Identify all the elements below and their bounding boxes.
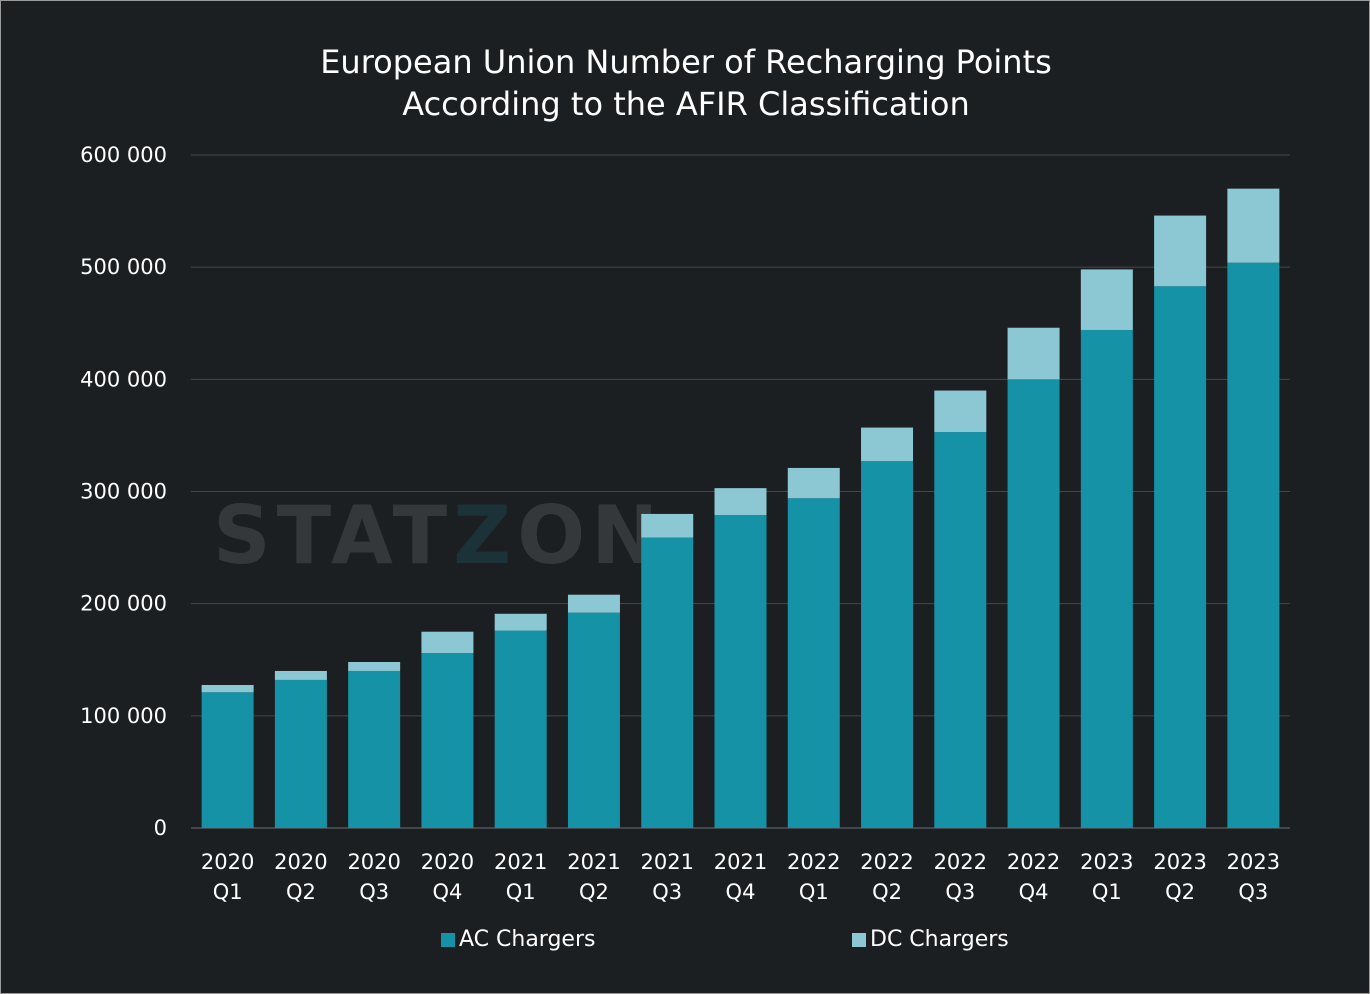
bar-ac bbox=[1007, 379, 1060, 828]
bar-dc bbox=[201, 684, 254, 693]
bar-dc bbox=[421, 631, 474, 654]
bar-dc bbox=[641, 513, 694, 538]
x-tick-label: Q3 bbox=[945, 880, 975, 904]
x-tick-label: 2023 bbox=[1080, 850, 1133, 874]
chart-title-line-1: European Union Number of Recharging Poin… bbox=[320, 43, 1052, 81]
y-tick-label: 400 000 bbox=[80, 367, 167, 391]
x-tick-label: 2023 bbox=[1227, 850, 1280, 874]
x-tick-label: 2020 bbox=[274, 850, 327, 874]
x-tick-label: Q1 bbox=[213, 880, 243, 904]
chart-title: European Union Number of Recharging Poin… bbox=[1, 41, 1369, 125]
y-tick-label: 500 000 bbox=[80, 255, 167, 279]
bar-ac bbox=[1227, 262, 1280, 828]
chart-title-line-2: According to the AFIR Classification bbox=[402, 85, 970, 123]
legend-label-dc: DC Chargers bbox=[870, 927, 1009, 952]
bar-dc bbox=[1227, 188, 1280, 263]
bar-dc bbox=[274, 670, 327, 680]
bar-dc bbox=[934, 390, 987, 433]
y-tick-label: 0 bbox=[154, 816, 167, 840]
legend-swatch-dc bbox=[852, 932, 866, 947]
bar-ac bbox=[274, 679, 327, 828]
x-tick-label: Q3 bbox=[652, 880, 682, 904]
x-tick-label: Q1 bbox=[1092, 880, 1122, 904]
bar-ac bbox=[861, 461, 914, 828]
x-tick-label: 2022 bbox=[934, 850, 987, 874]
bar-ac bbox=[421, 653, 474, 828]
bar-ac bbox=[201, 692, 254, 828]
bar-ac bbox=[934, 432, 987, 828]
x-tick-label: Q1 bbox=[506, 880, 536, 904]
x-tick-label: Q2 bbox=[872, 880, 902, 904]
x-tick-label: Q3 bbox=[1238, 880, 1268, 904]
bar-dc bbox=[494, 613, 547, 631]
x-tick-label: 2022 bbox=[860, 850, 913, 874]
x-tick-label: Q3 bbox=[359, 880, 389, 904]
bar-ac bbox=[641, 537, 694, 828]
x-tick-label: Q4 bbox=[726, 880, 756, 904]
bar-dc bbox=[714, 488, 767, 516]
x-tick-label: Q2 bbox=[286, 880, 316, 904]
x-tick-label: Q4 bbox=[1019, 880, 1049, 904]
legend-item-ac: AC Chargers bbox=[441, 927, 595, 952]
y-tick-label: 600 000 bbox=[80, 143, 167, 167]
x-tick-label: 2022 bbox=[787, 850, 840, 874]
bar-ac bbox=[1080, 329, 1133, 828]
bar-dc bbox=[1007, 327, 1060, 380]
bar-dc bbox=[567, 594, 620, 613]
bar-ac bbox=[567, 612, 620, 828]
bar-ac bbox=[714, 515, 767, 828]
x-tick-label: 2022 bbox=[1007, 850, 1060, 874]
bar-dc bbox=[861, 427, 914, 462]
x-tick-label: Q2 bbox=[1165, 880, 1195, 904]
x-tick-label: Q4 bbox=[432, 880, 462, 904]
x-tick-label: 2020 bbox=[421, 850, 474, 874]
x-tick-label: 2021 bbox=[714, 850, 767, 874]
x-tick-label: 2020 bbox=[201, 850, 254, 874]
y-tick-label: 100 000 bbox=[80, 704, 167, 728]
bar-dc bbox=[348, 661, 401, 671]
legend-label-ac: AC Chargers bbox=[459, 927, 596, 952]
x-tick-label: 2020 bbox=[347, 850, 400, 874]
bar-ac bbox=[1154, 286, 1207, 828]
watermark-logo: STATZON bbox=[213, 489, 665, 582]
x-tick-label: 2021 bbox=[641, 850, 694, 874]
x-tick-label: 2023 bbox=[1153, 850, 1206, 874]
bar-dc bbox=[1080, 269, 1133, 330]
y-tick-label: 200 000 bbox=[80, 592, 167, 616]
x-tick-label: Q1 bbox=[799, 880, 829, 904]
bar-ac bbox=[348, 670, 401, 828]
y-tick-label: 300 000 bbox=[80, 480, 167, 504]
x-tick-label: Q2 bbox=[579, 880, 609, 904]
legend-item-dc: DC Chargers bbox=[852, 927, 1009, 952]
bar-ac bbox=[494, 630, 547, 828]
legend-swatch-ac bbox=[441, 932, 455, 947]
bar-dc bbox=[1154, 215, 1207, 287]
bar-dc bbox=[787, 467, 840, 499]
x-tick-label: 2021 bbox=[567, 850, 620, 874]
bar-ac bbox=[787, 498, 840, 828]
x-tick-label: 2021 bbox=[494, 850, 547, 874]
